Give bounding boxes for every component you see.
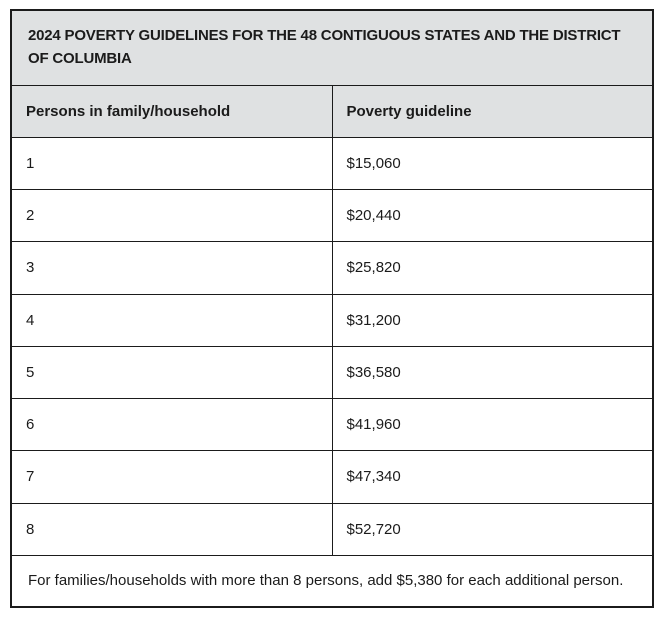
table-body: 1 $15,060 2 $20,440 3 $25,820 4 $31,200 5 $36,580… xyxy=(10,136,654,556)
cell-persons: 7 xyxy=(10,450,333,504)
cell-persons: 8 xyxy=(10,502,333,556)
cell-persons: 3 xyxy=(10,241,333,295)
cell-persons: 2 xyxy=(10,188,333,243)
cell-guideline: $47,340 xyxy=(331,450,654,504)
table-row: 4 $31,200 xyxy=(10,293,654,347)
cell-guideline: $20,440 xyxy=(331,188,654,243)
cell-guideline: $31,200 xyxy=(331,293,654,347)
poverty-guidelines-table: 2024 POVERTY GUIDELINES FOR THE 48 CONTI… xyxy=(10,9,654,608)
cell-persons: 5 xyxy=(10,345,333,400)
table-row: 7 $47,340 xyxy=(10,450,654,504)
cell-persons: 4 xyxy=(10,293,333,347)
column-header-persons: Persons in family/household xyxy=(10,84,333,138)
table-footnote: For families/households with more than 8… xyxy=(10,554,654,608)
cell-guideline: $15,060 xyxy=(331,136,654,191)
table-row: 6 $41,960 xyxy=(10,397,654,452)
table-header-row: Persons in family/household Poverty guid… xyxy=(10,84,654,138)
table-footnote-row: For families/households with more than 8… xyxy=(10,554,654,608)
table-row: 2 $20,440 xyxy=(10,188,654,243)
column-header-guideline: Poverty guideline xyxy=(331,84,654,138)
table-title-row: 2024 POVERTY GUIDELINES FOR THE 48 CONTI… xyxy=(10,9,654,86)
cell-guideline: $41,960 xyxy=(331,397,654,452)
table-row: 8 $52,720 xyxy=(10,502,654,556)
cell-persons: 1 xyxy=(10,136,333,191)
table-row: 5 $36,580 xyxy=(10,345,654,400)
cell-guideline: $25,820 xyxy=(331,241,654,295)
cell-guideline: $36,580 xyxy=(331,345,654,400)
table-row: 3 $25,820 xyxy=(10,241,654,295)
table-row: 1 $15,060 xyxy=(10,136,654,191)
table-title: 2024 POVERTY GUIDELINES FOR THE 48 CONTI… xyxy=(10,9,654,86)
cell-persons: 6 xyxy=(10,397,333,452)
cell-guideline: $52,720 xyxy=(331,502,654,556)
